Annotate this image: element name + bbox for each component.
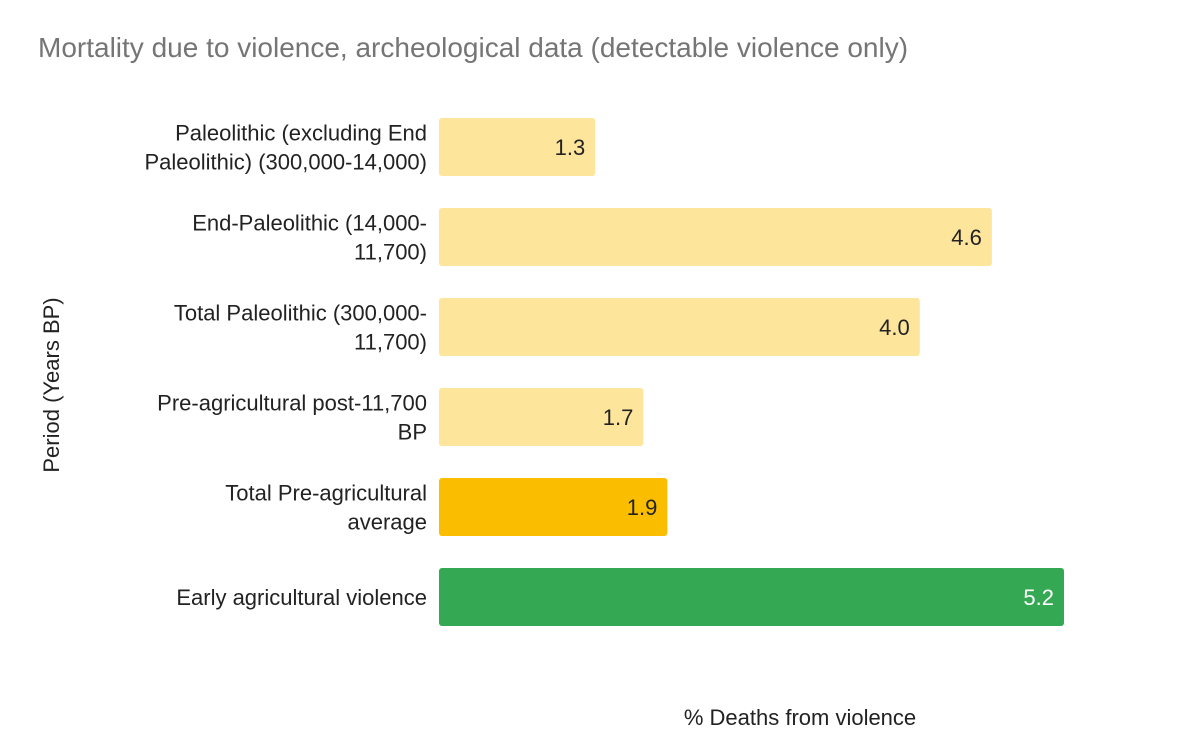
category-label: Paleolithic (excluding End Paleolithic) (…	[144, 121, 427, 175]
category-label-line: Early agricultural violence	[176, 585, 427, 610]
bar	[439, 298, 920, 356]
x-axis-title: % Deaths from violence	[683, 705, 917, 730]
bar	[439, 388, 644, 446]
category-label-line: Total Paleolithic (300,000-	[174, 301, 427, 326]
category-label: Total Paleolithic (300,000- 11,700)	[174, 301, 427, 355]
category-label-line: End-Paleolithic (14,000-	[192, 211, 427, 236]
data-label: 1.3	[555, 135, 586, 160]
data-label: 5.2	[1023, 585, 1054, 610]
data-label: 1.9	[627, 495, 658, 520]
category-label: Pre-agricultural post-11,700 BP	[157, 391, 427, 445]
bar	[439, 478, 668, 536]
category-label-line: Paleolithic) (300,000-14,000)	[144, 150, 427, 175]
data-label: 1.7	[603, 405, 634, 430]
category-label-line: BP	[398, 420, 427, 445]
category-label-line: Paleolithic (excluding End	[175, 121, 427, 146]
category-label-line: 11,700)	[354, 240, 427, 265]
category-label-line: 11,700)	[354, 330, 427, 355]
chart-title: Mortality due to violence, archeological…	[38, 32, 909, 63]
data-label: 4.6	[951, 225, 982, 250]
category-label-line: Total Pre-agricultural	[225, 481, 427, 506]
category-label: End-Paleolithic (14,000- 11,700)	[192, 211, 427, 265]
bar	[439, 568, 1064, 626]
bar	[439, 208, 992, 266]
bar	[439, 118, 596, 176]
category-label: Total Pre-agricultural average	[225, 481, 427, 535]
category-label-line: average	[347, 510, 427, 535]
category-label: Early agricultural violence	[176, 585, 427, 610]
data-label: 4.0	[879, 315, 910, 340]
category-label-line: Pre-agricultural post-11,700	[157, 391, 427, 416]
